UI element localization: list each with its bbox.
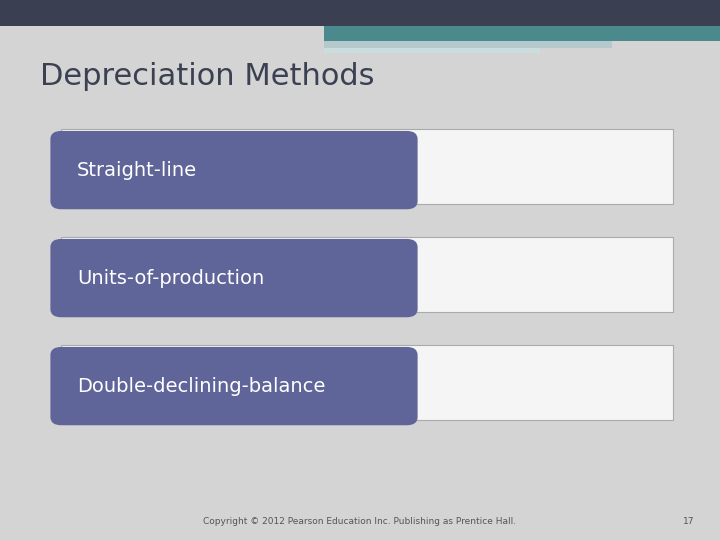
Text: 17: 17 xyxy=(683,517,695,526)
Bar xyxy=(324,26,720,41)
FancyBboxPatch shape xyxy=(50,347,418,426)
FancyBboxPatch shape xyxy=(50,239,418,317)
Text: Units-of-production: Units-of-production xyxy=(77,268,264,288)
Bar xyxy=(324,41,612,48)
Text: Double-declining-balance: Double-declining-balance xyxy=(77,376,325,396)
Text: Copyright © 2012 Pearson Education Inc. Publishing as Prentice Hall.: Copyright © 2012 Pearson Education Inc. … xyxy=(204,517,516,526)
FancyBboxPatch shape xyxy=(61,345,673,420)
FancyBboxPatch shape xyxy=(61,129,673,204)
Bar xyxy=(324,48,540,53)
Text: Straight-line: Straight-line xyxy=(77,160,197,180)
FancyBboxPatch shape xyxy=(50,131,418,209)
Text: Depreciation Methods: Depreciation Methods xyxy=(40,62,374,91)
FancyBboxPatch shape xyxy=(61,237,673,312)
Bar xyxy=(0,0,720,26)
